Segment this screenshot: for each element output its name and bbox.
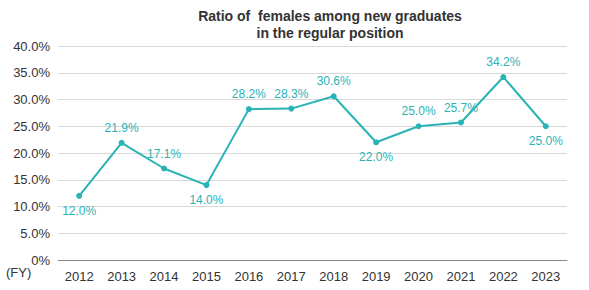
svg-text:22.0%: 22.0% — [359, 150, 393, 164]
svg-text:15.0%: 15.0% — [13, 172, 50, 187]
svg-text:12.0%: 12.0% — [62, 204, 96, 218]
svg-text:2013: 2013 — [107, 269, 136, 284]
svg-text:25.0%: 25.0% — [402, 104, 436, 118]
svg-text:21.9%: 21.9% — [105, 121, 139, 135]
svg-text:Ratio of females among new gr: Ratio of females among new graduates — [198, 8, 462, 24]
svg-text:0%: 0% — [31, 253, 50, 268]
svg-text:28.3%: 28.3% — [274, 87, 308, 101]
svg-text:2018: 2018 — [319, 269, 348, 284]
svg-text:(FY): (FY) — [6, 265, 31, 280]
svg-text:34.2%: 34.2% — [486, 55, 520, 69]
svg-text:17.1%: 17.1% — [147, 147, 181, 161]
svg-text:in the regular position: in the regular position — [256, 25, 403, 41]
svg-text:25.7%: 25.7% — [444, 101, 478, 115]
svg-text:2023: 2023 — [531, 269, 560, 284]
svg-text:2014: 2014 — [150, 269, 179, 284]
svg-text:35.0%: 35.0% — [13, 65, 50, 80]
svg-text:2022: 2022 — [489, 269, 518, 284]
svg-text:2017: 2017 — [277, 269, 306, 284]
svg-text:2016: 2016 — [234, 269, 263, 284]
svg-text:14.0%: 14.0% — [189, 193, 223, 207]
svg-text:2012: 2012 — [65, 269, 94, 284]
svg-text:20.0%: 20.0% — [13, 146, 50, 161]
svg-text:30.6%: 30.6% — [317, 74, 351, 88]
svg-text:10.0%: 10.0% — [13, 199, 50, 214]
svg-text:2021: 2021 — [446, 269, 475, 284]
svg-text:30.0%: 30.0% — [13, 92, 50, 107]
svg-text:2015: 2015 — [192, 269, 221, 284]
svg-text:5.0%: 5.0% — [20, 226, 50, 241]
svg-text:25.0%: 25.0% — [529, 134, 563, 148]
svg-text:25.0%: 25.0% — [13, 119, 50, 134]
svg-text:28.2%: 28.2% — [232, 87, 266, 101]
svg-text:2019: 2019 — [362, 269, 391, 284]
svg-text:40.0%: 40.0% — [13, 39, 50, 54]
svg-text:2020: 2020 — [404, 269, 433, 284]
